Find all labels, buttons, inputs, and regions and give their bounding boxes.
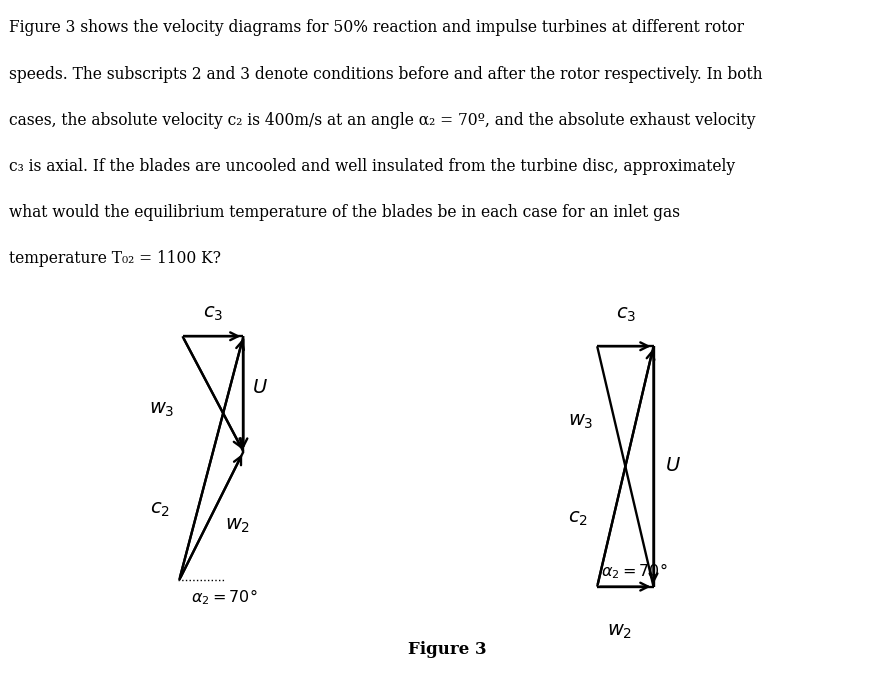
Text: $U$: $U$ — [665, 458, 680, 475]
Text: $\alpha_2=70°$: $\alpha_2=70°$ — [601, 561, 668, 581]
Text: c₃ is axial. If the blades are uncooled and well insulated from the turbine disc: c₃ is axial. If the blades are uncooled … — [9, 158, 735, 175]
Text: $U$: $U$ — [252, 379, 267, 397]
Text: $c_3$: $c_3$ — [616, 306, 636, 324]
Text: Figure 3: Figure 3 — [408, 641, 486, 658]
Text: $\alpha_2=70°$: $\alpha_2=70°$ — [190, 587, 257, 607]
Text: $w_3$: $w_3$ — [148, 401, 174, 419]
Text: Figure 3 shows the velocity diagrams for 50% reaction and impulse turbines at di: Figure 3 shows the velocity diagrams for… — [9, 20, 744, 37]
Text: cases, the absolute velocity c₂ is 400m/s at an angle α₂ = 70º, and the absolute: cases, the absolute velocity c₂ is 400m/… — [9, 112, 755, 128]
Text: $w_2$: $w_2$ — [607, 623, 632, 641]
Text: $c_3$: $c_3$ — [203, 305, 223, 323]
Text: temperature T₀₂ = 1100 K?: temperature T₀₂ = 1100 K? — [9, 250, 221, 267]
Text: speeds. The subscripts 2 and 3 denote conditions before and after the rotor resp: speeds. The subscripts 2 and 3 denote co… — [9, 66, 763, 82]
Text: $w_3$: $w_3$ — [568, 412, 594, 431]
Text: $c_2$: $c_2$ — [569, 510, 588, 528]
Text: what would the equilibrium temperature of the blades be in each case for an inle: what would the equilibrium temperature o… — [9, 204, 680, 221]
Text: $c_2$: $c_2$ — [150, 500, 170, 518]
Text: $w_2$: $w_2$ — [225, 516, 250, 535]
